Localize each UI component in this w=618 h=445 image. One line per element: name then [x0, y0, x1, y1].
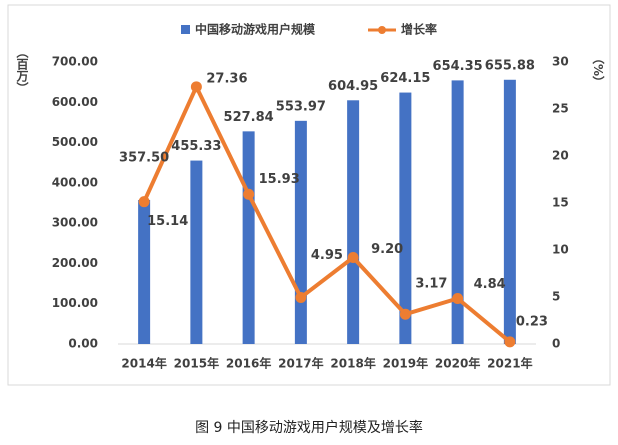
x-tick-label: 2019年: [383, 356, 428, 371]
y-tick-label: 300.00: [52, 216, 98, 230]
y2-tick-label: 30: [552, 55, 569, 69]
bar: [347, 100, 360, 345]
data-label: 654.35: [433, 59, 483, 74]
y2-tick-label: 10: [552, 243, 569, 257]
data-label: 655.88: [485, 58, 535, 73]
legend-swatch: [181, 25, 190, 34]
data-label: 455.33: [171, 139, 221, 154]
data-label: 4.84: [474, 277, 506, 292]
data-label: 15.93: [259, 172, 300, 187]
bar: [399, 92, 412, 344]
y-tick-label: 100.00: [52, 296, 98, 310]
data-label: 4.95: [311, 248, 343, 263]
data-label: 357.50: [119, 150, 169, 165]
bar: [242, 131, 255, 344]
bar: [503, 79, 516, 345]
bar: [190, 160, 203, 344]
line-point: [138, 196, 150, 208]
y2-tick-label: 5: [552, 290, 560, 304]
line-point: [399, 308, 411, 320]
data-label: 15.14: [147, 214, 188, 229]
x-tick-label: 2018年: [330, 356, 375, 371]
x-tick-label: 2020年: [435, 356, 480, 371]
y2-tick-label: 0: [552, 337, 560, 351]
y-axis-label: （百万）: [15, 46, 29, 94]
bar: [138, 199, 151, 344]
y-tick-label: 400.00: [52, 175, 98, 189]
data-label: 604.95: [328, 79, 378, 94]
line-point: [504, 336, 516, 348]
chart-border: [7, 4, 611, 386]
y2-axis-label: （%）: [591, 52, 605, 88]
bar: [294, 120, 307, 345]
line: [142, 84, 512, 344]
data-label: 624.15: [380, 71, 430, 86]
y-tick-label: 200.00: [52, 256, 98, 270]
y-tick-label: 600.00: [52, 95, 98, 109]
data-label: 3.17: [415, 277, 447, 292]
x-tick-label: 2016年: [226, 356, 271, 371]
y-tick-label: 500.00: [52, 135, 98, 149]
y2-tick-label: 25: [552, 102, 569, 116]
y2-tick-label: 20: [552, 149, 569, 163]
y-tick-label: 0.00: [68, 337, 98, 351]
line-point: [452, 293, 464, 305]
y-tick-label: 700.00: [52, 55, 98, 69]
data-label: 553.97: [276, 99, 326, 114]
x-tick-label: 2015年: [174, 356, 219, 371]
data-label: 0.23: [516, 314, 548, 329]
data-label: 9.20: [371, 242, 403, 257]
y2-tick-label: 15: [552, 196, 569, 210]
line-point: [347, 252, 359, 264]
bar: [451, 80, 464, 344]
x-tick-label: 2017年: [278, 356, 323, 371]
chart-title: 图 9 中国移动游戏用户规模及增长率: [195, 419, 423, 436]
legend-label: 增长率: [401, 22, 437, 37]
line-point: [243, 188, 255, 200]
line-point: [190, 81, 202, 93]
legend-swatch: [378, 26, 386, 34]
x-tick-label: 2021年: [487, 356, 532, 371]
line-point: [295, 291, 307, 303]
legend-label: 中国移动游戏用户规模: [195, 22, 316, 37]
x-tick-label: 2014年: [121, 356, 166, 371]
data-label: 27.36: [206, 71, 247, 86]
data-label: 527.84: [224, 110, 274, 125]
